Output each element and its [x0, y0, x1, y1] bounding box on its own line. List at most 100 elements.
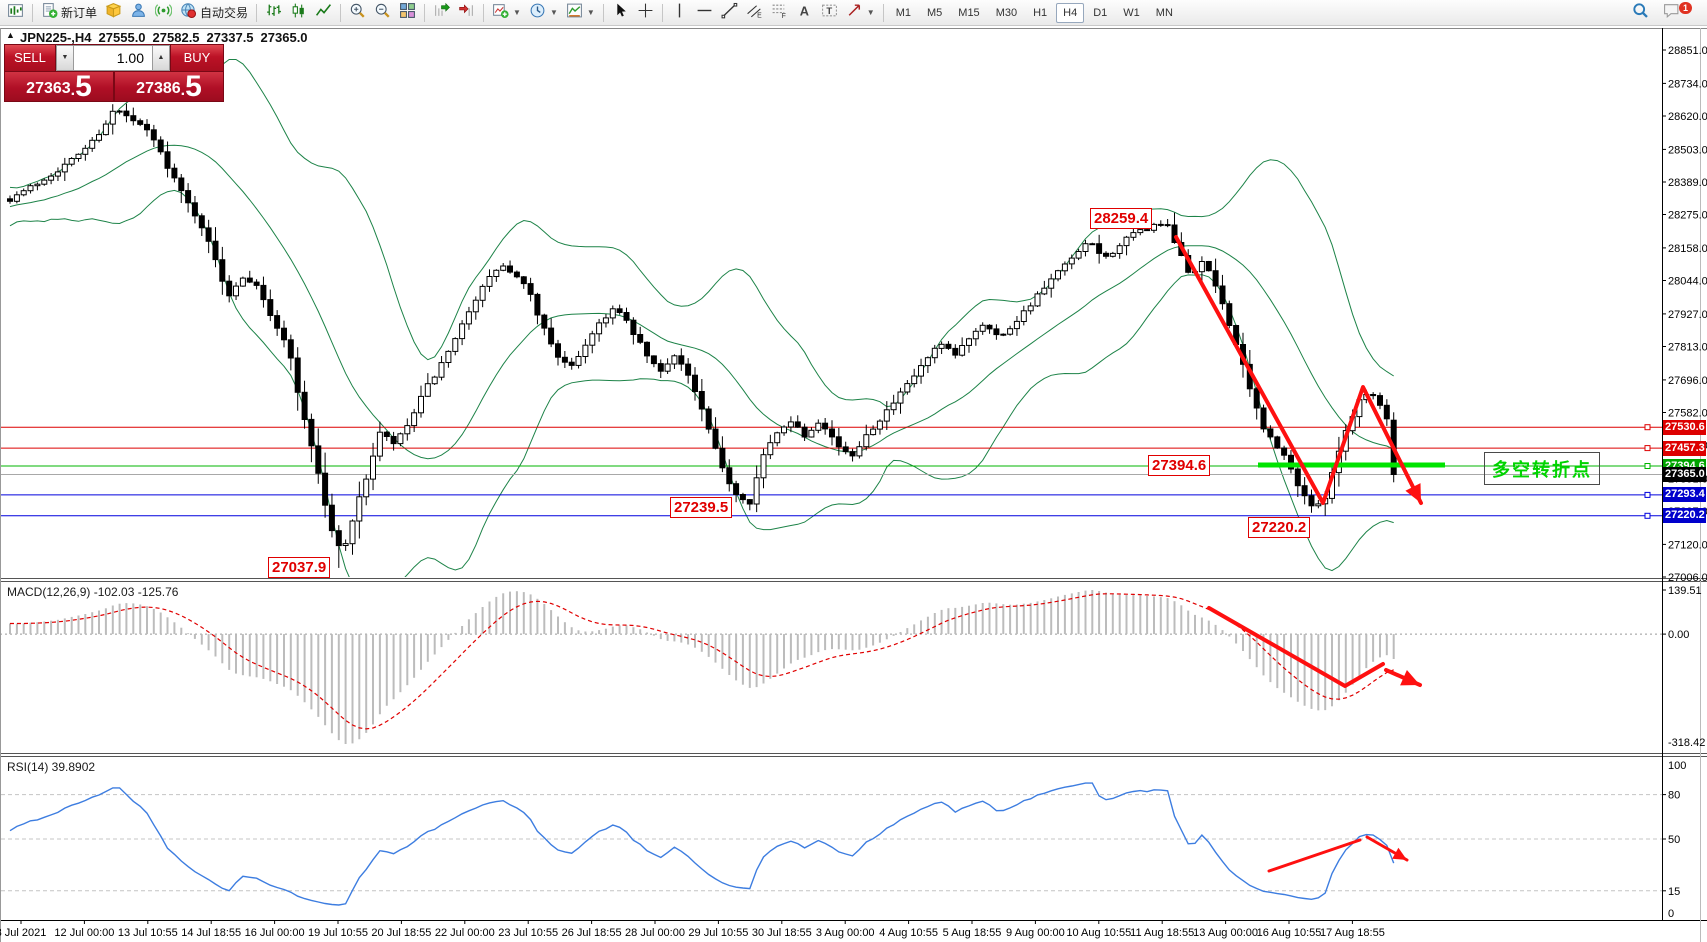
trendline-button[interactable] [717, 1, 742, 25]
svg-text:5 Aug 18:55: 5 Aug 18:55 [943, 927, 1002, 939]
vline-icon [671, 2, 688, 24]
new-chart-button[interactable] [3, 1, 28, 25]
market-watch-icon [105, 2, 122, 24]
cursor-icon [612, 2, 629, 24]
timeframe-h4-button[interactable]: H4 [1056, 2, 1085, 23]
market-watch-button[interactable] [101, 1, 126, 25]
svg-text:20 Jul 18:55: 20 Jul 18:55 [371, 927, 431, 939]
svg-text:T: T [826, 6, 832, 17]
price-tag: 27530.6 [1663, 419, 1706, 435]
svg-text:28620.0: 28620.0 [1668, 111, 1707, 123]
svg-text:28158.0: 28158.0 [1668, 243, 1707, 255]
timeframe-m1-button[interactable]: M1 [895, 6, 911, 19]
zoom-out-button[interactable] [370, 1, 395, 25]
trendline-icon [721, 2, 738, 24]
svg-text:0: 0 [1668, 908, 1674, 920]
volume-decrease-button[interactable]: ▼ [56, 45, 74, 71]
signals-icon [154, 2, 173, 24]
timeframe-w1-button[interactable]: W1 [1123, 6, 1140, 19]
vline-button[interactable] [667, 1, 692, 25]
tile-windows-icon [399, 2, 416, 24]
shapes-button[interactable]: ▼ [842, 1, 879, 25]
timeframe-m15-button[interactable]: M15 [958, 6, 980, 19]
toolbar-right-group: 1 [1628, 1, 1704, 25]
chevron-down-icon: ▼ [549, 8, 558, 17]
buy-price-dot: . [180, 82, 186, 99]
svg-text:11 Aug 18:55: 11 Aug 18:55 [1130, 927, 1194, 939]
svg-text:28734.0: 28734.0 [1668, 78, 1707, 90]
candle-chart-button[interactable] [286, 1, 311, 25]
tile-windows-button[interactable] [395, 1, 420, 25]
rsi-indicator-label: RSI(14) 39.8902 [7, 760, 96, 774]
svg-text:15: 15 [1668, 886, 1680, 898]
autotrading-icon [180, 2, 197, 24]
svg-text:0.00: 0.00 [1668, 629, 1689, 641]
price-annotation[interactable]: 27220.2 [1248, 516, 1311, 538]
chat-button[interactable]: 1 [1659, 1, 1700, 25]
price-annotation[interactable]: 27037.9 [268, 556, 331, 578]
svg-text:27927.0: 27927.0 [1668, 309, 1707, 321]
timeframe-mn-button[interactable]: MN [1155, 6, 1173, 19]
toolbar-separator [32, 3, 33, 22]
bar-chart-button[interactable] [261, 1, 286, 25]
navigator-button[interactable] [126, 1, 151, 25]
text-button[interactable]: A [792, 1, 817, 25]
timeframe-d1-button[interactable]: D1 [1093, 6, 1108, 19]
svg-text:E: E [757, 12, 762, 19]
indicators-button[interactable]: ▼ [488, 1, 525, 25]
timeframe-m30-button[interactable]: M30 [995, 6, 1018, 19]
cursor-button[interactable] [608, 1, 633, 25]
new-order-button[interactable]: 新订单 [37, 1, 101, 25]
buy-price-main: 27386 [136, 80, 181, 97]
periods-button[interactable]: ▼ [525, 1, 562, 25]
bar-chart-icon [265, 2, 282, 24]
auto-scroll-button[interactable] [429, 1, 454, 25]
chart-shift-button[interactable] [454, 1, 479, 25]
trade-panel-collapse-icon[interactable]: ▲ [6, 30, 15, 40]
volume-input[interactable]: 1.00 [74, 45, 152, 71]
crosshair-button[interactable] [633, 1, 658, 25]
zoom-out-icon [374, 2, 391, 24]
signals-button[interactable] [151, 1, 176, 25]
templates-button[interactable]: ▼ [562, 1, 599, 25]
zoom-in-button[interactable] [345, 1, 370, 25]
search-button[interactable] [1628, 1, 1653, 25]
svg-text:F: F [781, 12, 785, 18]
time-axis[interactable] [0, 921, 1662, 942]
text-annotation-turning-point[interactable]: 多空转折点 [1484, 452, 1600, 485]
timeframe-h1-button[interactable]: H1 [1033, 6, 1048, 19]
svg-text:139.51: 139.51 [1668, 585, 1702, 597]
svg-text:28 Jul 00:00: 28 Jul 00:00 [625, 927, 685, 939]
buy-price[interactable]: 27386. 5 [115, 72, 223, 102]
price-annotation[interactable]: 28259.4 [1090, 207, 1153, 229]
text-label-button[interactable]: T [817, 1, 842, 25]
price-annotation[interactable]: 27394.6 [1148, 455, 1211, 476]
channel-button[interactable]: E [742, 1, 767, 25]
price-tag: 27293.4 [1663, 487, 1706, 503]
svg-text:4 Aug 10:55: 4 Aug 10:55 [879, 927, 938, 939]
autotrading-label: 自动交易 [200, 6, 249, 20]
volume-increase-button[interactable]: ▲ [152, 45, 170, 71]
chart-shift-icon [458, 2, 475, 24]
autotrading-button[interactable]: 自动交易 [176, 1, 252, 25]
svg-text:27006.0: 27006.0 [1668, 572, 1707, 584]
line-chart-button[interactable] [311, 1, 336, 25]
text-label-icon: T [821, 2, 838, 24]
hline-icon [696, 2, 713, 24]
hline-button[interactable] [692, 1, 717, 25]
buy-button[interactable]: BUY [170, 45, 223, 71]
svg-text:26 Jul 18:55: 26 Jul 18:55 [562, 927, 622, 939]
high-value: 27582.5 [152, 30, 200, 45]
timeframe-m5-button[interactable]: M5 [927, 6, 943, 19]
svg-text:14 Jul 18:55: 14 Jul 18:55 [181, 927, 241, 939]
toolbar-separator [483, 3, 485, 22]
open-value: 27555.0 [98, 30, 146, 45]
svg-text:13 Jul 10:55: 13 Jul 10:55 [118, 927, 178, 939]
sell-button[interactable]: SELL [5, 45, 56, 71]
price-annotation[interactable]: 27239.5 [670, 497, 733, 519]
fibonacci-button[interactable]: F [767, 1, 792, 25]
svg-text:3 Aug 00:00: 3 Aug 00:00 [816, 927, 875, 939]
sell-price[interactable]: 27363. 5 [5, 72, 115, 102]
